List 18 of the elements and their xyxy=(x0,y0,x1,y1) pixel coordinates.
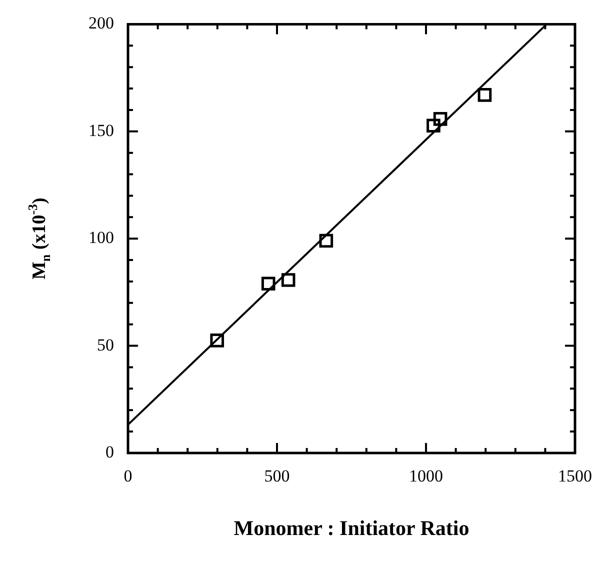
y-tick-label: 100 xyxy=(88,228,114,248)
y-tick-label: 150 xyxy=(88,120,114,140)
point xyxy=(210,334,224,348)
y-axis-title: Mn (x10-3) xyxy=(25,198,53,280)
point xyxy=(433,112,448,126)
x-tick-label: 500 xyxy=(264,466,290,486)
x-tick-label: 1000 xyxy=(409,466,443,486)
y-tick-label: 50 xyxy=(97,335,114,354)
point xyxy=(261,276,276,291)
y-tick-label: 0 xyxy=(106,442,114,462)
x-tick-label: 1500 xyxy=(558,466,592,486)
y-tick-label: 200 xyxy=(88,14,114,33)
x-tick-label: 0 xyxy=(124,466,132,486)
point xyxy=(426,118,440,133)
point xyxy=(478,88,492,102)
point xyxy=(319,234,334,248)
point xyxy=(281,273,296,287)
x-axis-title: Monomer : Initiator Ratio xyxy=(234,516,470,540)
